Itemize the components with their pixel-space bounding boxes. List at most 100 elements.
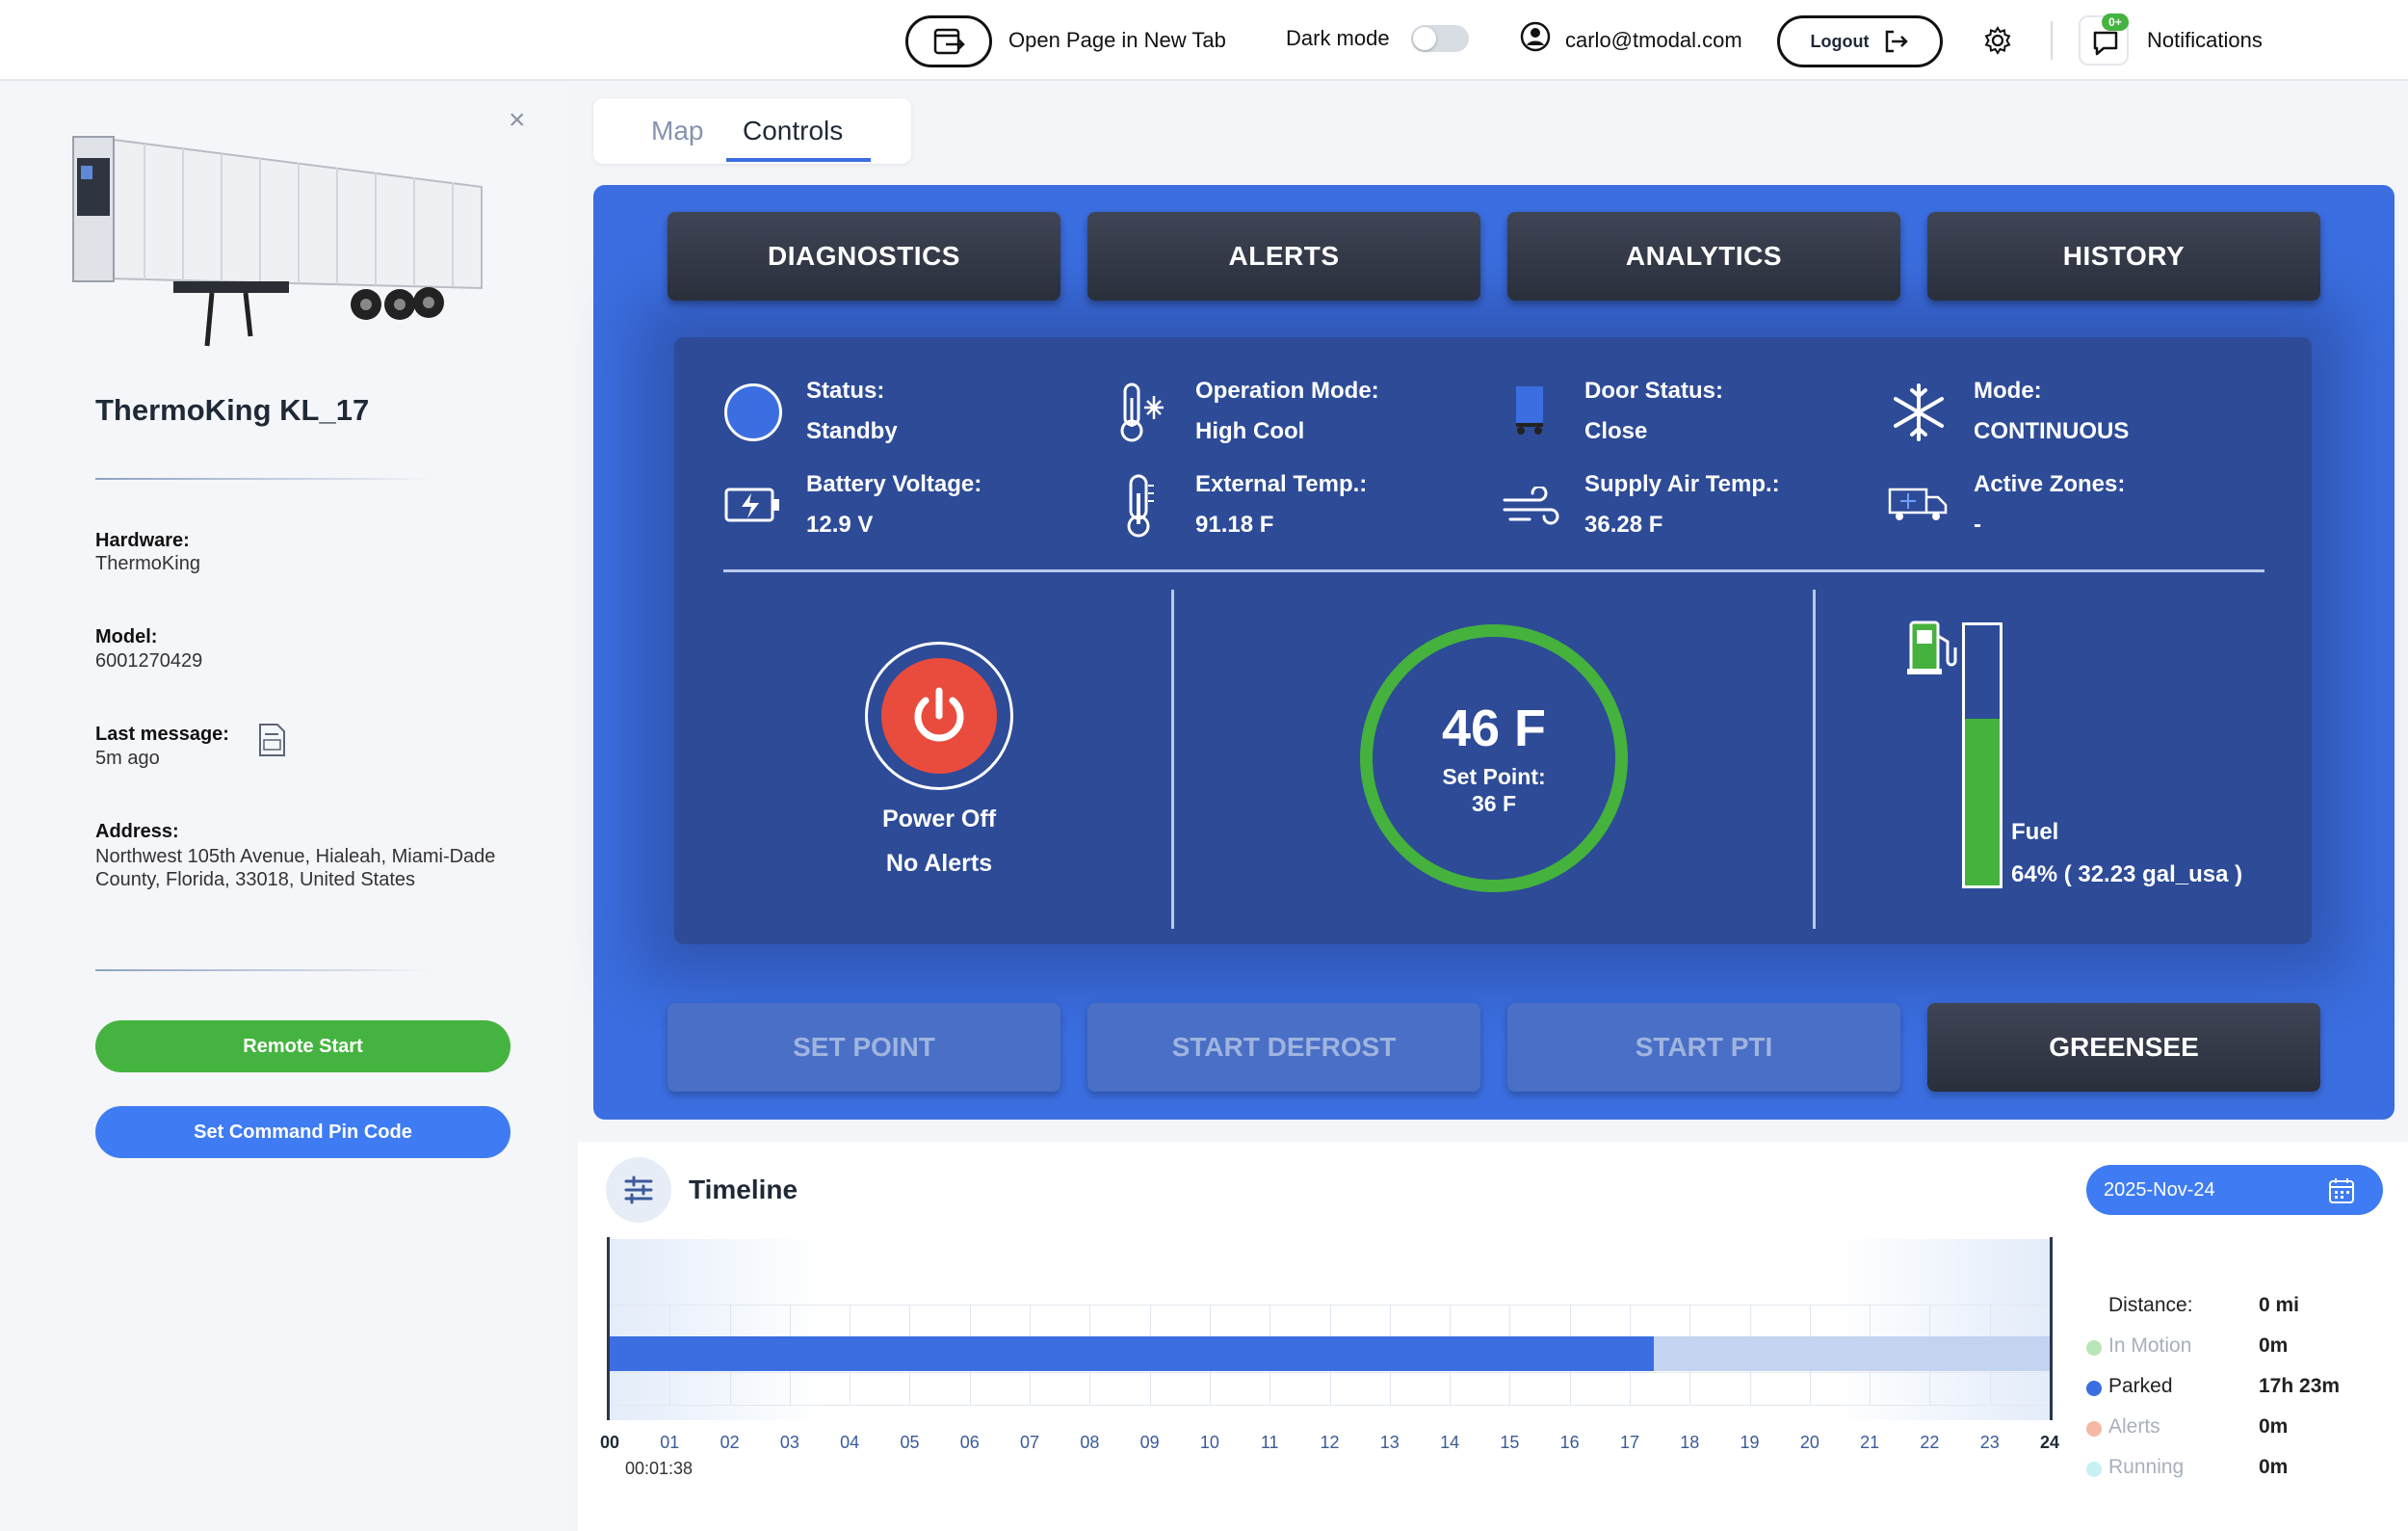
parked-label: Parked [2108, 1375, 2173, 1397]
set-point-value: 36 F [1471, 791, 1517, 816]
tab-map[interactable]: Map [651, 116, 704, 145]
external-temp-value: 91.18 F [1195, 512, 1274, 538]
divider [1813, 590, 1816, 929]
diagnostics-button[interactable]: DIAGNOSTICS [667, 212, 1060, 301]
timeline-hour-tick: 09 [1139, 1433, 1160, 1452]
tab-active-indicator [726, 158, 871, 162]
message-log-icon[interactable] [256, 723, 287, 757]
timeline-hour-tick: 12 [1320, 1433, 1340, 1452]
timeline-parked-bar[interactable] [610, 1336, 1654, 1371]
open-new-tab-icon [933, 28, 965, 55]
status-value: Standby [806, 418, 898, 444]
date-picker[interactable]: 2025-Nov-24 [2086, 1165, 2383, 1215]
door-status-label: Door Status: [1584, 378, 1723, 404]
chat-bubble-icon [2093, 31, 2118, 56]
model-value: 6001270429 [95, 650, 203, 672]
timeline-left-border [607, 1237, 610, 1420]
notifications-button[interactable]: 0+ [2079, 13, 2129, 66]
timeline-hour-tick: 01 [660, 1433, 680, 1452]
running-dot [2086, 1462, 2102, 1477]
tab-controls[interactable]: Controls [743, 116, 844, 145]
last-message-value: 5m ago [95, 748, 160, 769]
timeline-hour-tick: 08 [1080, 1433, 1100, 1452]
hardware-value: ThermoKing [95, 553, 200, 574]
power-button[interactable] [865, 642, 1013, 790]
view-tabs: Map Controls [593, 98, 911, 164]
analytics-button[interactable]: ANALYTICS [1507, 212, 1900, 301]
timeline-hour-tick: 23 [1979, 1433, 2000, 1452]
set-point-button[interactable]: SET POINT [667, 1003, 1060, 1092]
user-email: carlo@tmodal.com [1565, 28, 1742, 52]
alerts-stat-label: Alerts [2108, 1415, 2160, 1438]
timeline-hour-tick: 18 [1680, 1433, 1700, 1452]
top-bar: Open Page in New Tab Dark mode carlo@tmo… [0, 0, 2408, 81]
start-defrost-button[interactable]: START DEFROST [1087, 1003, 1480, 1092]
notifications-label[interactable]: Notifications [2147, 28, 2263, 52]
timeline-hour-tick: 10 [1199, 1433, 1219, 1452]
timeline-hour-tick: 00 [599, 1433, 620, 1452]
model-label: Model: [95, 626, 158, 647]
mode-label: Mode: [1974, 378, 2042, 404]
trailer-image [72, 136, 483, 347]
set-pin-code-button[interactable]: Set Command Pin Code [95, 1106, 510, 1158]
logout-button[interactable]: Logout [1777, 15, 1943, 67]
open-new-tab-label[interactable]: Open Page in New Tab [1008, 28, 1226, 52]
topbar-divider [2051, 21, 2053, 60]
greensee-button[interactable]: GREENSEE [1927, 1003, 2320, 1092]
timeline-hour-tick: 22 [1920, 1433, 1940, 1452]
notifications-badge: 0+ [2102, 13, 2129, 31]
alerts-stat-value: 0m [2259, 1415, 2289, 1438]
operation-mode-value: High Cool [1195, 418, 1305, 444]
set-point-label: Set Point: [1442, 764, 1546, 789]
timeline-hour-tick: 04 [840, 1433, 860, 1452]
divider [723, 569, 2264, 572]
running-value: 0m [2259, 1456, 2289, 1478]
current-temperature: 46 F [1441, 700, 1547, 757]
distance-value: 0 mi [2259, 1294, 2300, 1316]
settings-gear-icon[interactable] [1982, 25, 2013, 61]
history-button[interactable]: HISTORY [1927, 212, 2320, 301]
timeline-grid-hline [610, 1305, 2050, 1306]
parked-value: 17h 23m [2259, 1375, 2341, 1397]
timeline-hour-tick: 19 [1740, 1433, 1760, 1452]
start-pti-button[interactable]: START PTI [1507, 1003, 1900, 1092]
asset-sidebar: × ThermoKing KL_17 Hardware: ThermoKing … [0, 83, 573, 1531]
temperature-ring [1360, 624, 1628, 892]
timeline-filter-button[interactable] [606, 1157, 671, 1223]
door-status-value: Close [1584, 418, 1648, 444]
timeline-hour-tick: 03 [779, 1433, 799, 1452]
timeline-right-border [2050, 1237, 2053, 1420]
timeline-hour-tick: 07 [1020, 1433, 1040, 1452]
close-icon[interactable]: × [509, 104, 526, 136]
in-motion-value: 0m [2259, 1334, 2289, 1357]
supply-air-temp-label: Supply Air Temp.: [1584, 471, 1780, 497]
supply-air-temp-value: 36.28 F [1584, 512, 1663, 538]
thermometer-icon [1127, 474, 1154, 538]
alerts-button[interactable]: ALERTS [1087, 212, 1480, 301]
address-value: Northwest 105th Avenue, Hialeah, Miami-D… [95, 846, 496, 890]
active-zones-value: - [1974, 512, 1981, 538]
timeline-hour-tick: 20 [1799, 1433, 1819, 1452]
dark-mode-toggle[interactable] [1411, 25, 1469, 52]
timeline-hour-ticks: 00 01 02 03 04 05 06 07 08 09 10 11 12 13 14 15 16 17 18 19… [590, 1433, 2074, 1456]
fuel-gauge-fill [1965, 719, 2000, 885]
timeline-hour-tick: 14 [1440, 1433, 1460, 1452]
timeline-hour-tick: 02 [720, 1433, 740, 1452]
address-label: Address: [95, 821, 179, 842]
toggle-knob [1413, 27, 1436, 50]
trailer-door-icon [1516, 386, 1543, 435]
in-motion-label: In Motion [2108, 1334, 2192, 1357]
timeline-stats: Distance: 0 mi In Motion 0m Parked 17h 2… [2082, 1294, 2391, 1506]
open-new-tab-button[interactable] [905, 15, 992, 67]
snowflake-icon [1894, 383, 1944, 441]
alerts-state-label: No Alerts [885, 850, 993, 877]
user-icon [1520, 21, 1551, 57]
timeline-track [607, 1239, 2052, 1420]
timeline-hour-tick: 21 [1860, 1433, 1880, 1452]
remote-start-button[interactable]: Remote Start [95, 1020, 510, 1072]
divider [95, 969, 432, 971]
mode-value: CONTINUOUS [1974, 418, 2130, 444]
logout-icon [1886, 30, 1909, 53]
battery-voltage-value: 12.9 V [806, 512, 874, 538]
fuel-pump-icon [1907, 620, 1957, 674]
